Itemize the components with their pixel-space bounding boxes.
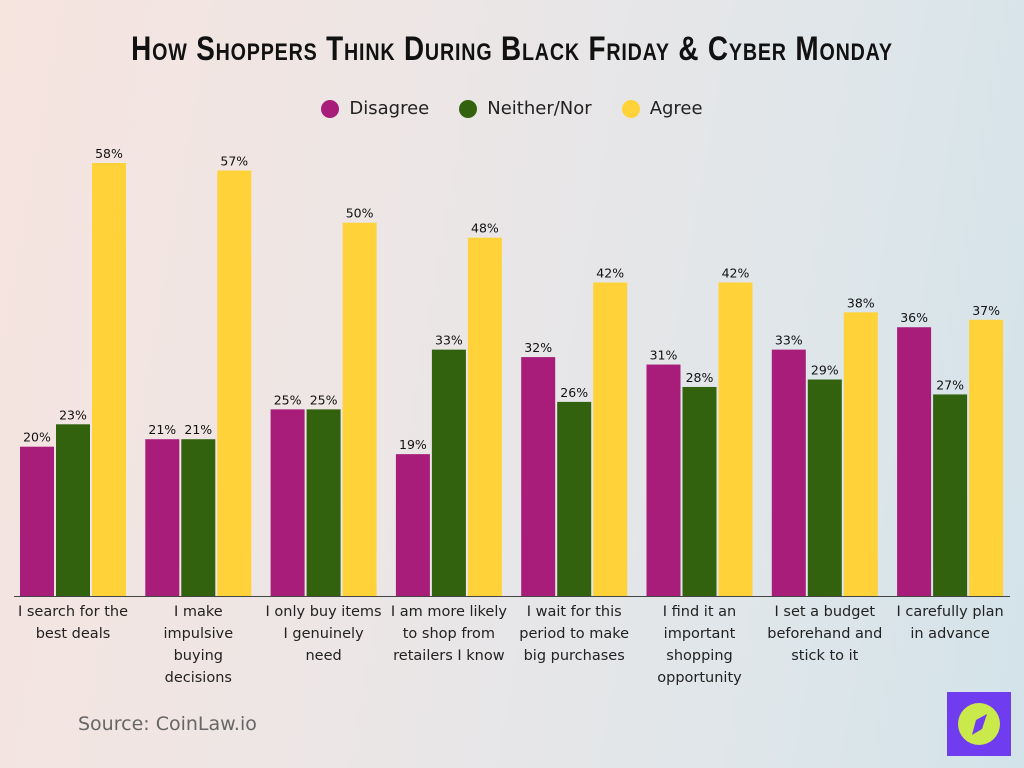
data-label: 28% bbox=[686, 370, 714, 385]
data-label: 20% bbox=[23, 430, 51, 445]
bar bbox=[969, 319, 1004, 596]
data-label: 27% bbox=[936, 377, 964, 392]
bar bbox=[92, 163, 126, 596]
category-label: I make impulsive buying decisions bbox=[163, 604, 234, 686]
data-label: 23% bbox=[59, 407, 87, 422]
bar bbox=[270, 409, 305, 596]
legend-label: Agree bbox=[649, 98, 703, 119]
data-label: 58% bbox=[95, 146, 123, 161]
category-label: I only buy items I genuinely need bbox=[265, 604, 382, 664]
bar bbox=[771, 349, 806, 596]
bar bbox=[593, 282, 628, 596]
category-label: I wait for this period to make big purch… bbox=[519, 604, 630, 664]
legend-swatch bbox=[321, 99, 340, 118]
bar bbox=[718, 282, 753, 596]
data-label: 42% bbox=[722, 265, 750, 280]
bar bbox=[933, 394, 968, 596]
chart-title: How Shoppers Think During Black Friday &… bbox=[131, 30, 893, 68]
category-label: I am more likely to shop from retailers … bbox=[390, 604, 507, 664]
category-label: I search for the best deals bbox=[17, 604, 128, 642]
legend: Disagree Neither/Nor Agree bbox=[0, 98, 1024, 119]
bar bbox=[807, 379, 842, 596]
data-label: 38% bbox=[847, 295, 875, 310]
bar bbox=[557, 401, 592, 596]
data-label: 57% bbox=[220, 153, 248, 168]
data-label: 19% bbox=[399, 437, 427, 452]
data-label: 48% bbox=[471, 221, 499, 236]
data-label: 21% bbox=[148, 422, 176, 437]
data-label: 33% bbox=[435, 333, 463, 348]
data-label: 25% bbox=[274, 392, 302, 407]
bar bbox=[395, 454, 430, 596]
bar bbox=[306, 409, 341, 596]
legend-item: Agree bbox=[621, 98, 703, 119]
bar bbox=[467, 237, 502, 597]
data-label: 26% bbox=[560, 385, 588, 400]
bar bbox=[56, 424, 90, 596]
bar bbox=[20, 446, 54, 596]
legend-swatch bbox=[621, 99, 640, 118]
data-label: 32% bbox=[524, 340, 552, 355]
data-label: 50% bbox=[346, 206, 374, 221]
bar bbox=[431, 349, 466, 596]
legend-item: Neither/Nor bbox=[459, 98, 592, 119]
bar bbox=[342, 222, 377, 597]
bar bbox=[145, 439, 180, 596]
data-label: 21% bbox=[184, 422, 212, 437]
category-label: I find it an important shopping opportun… bbox=[657, 604, 742, 686]
source-label: Source: CoinLaw.io bbox=[78, 713, 257, 735]
legend-label: Disagree bbox=[349, 98, 430, 119]
category-label: I set a budget beforehand and stick to i… bbox=[767, 604, 883, 664]
bar bbox=[682, 386, 717, 596]
bar bbox=[897, 327, 932, 596]
bar bbox=[646, 364, 681, 596]
legend-label: Neither/Nor bbox=[487, 98, 592, 119]
bar bbox=[217, 170, 252, 596]
category-label: I carefully plan in advance bbox=[896, 604, 1004, 642]
data-label: 25% bbox=[310, 392, 338, 407]
bar bbox=[181, 439, 216, 596]
data-label: 29% bbox=[811, 363, 839, 378]
data-label: 36% bbox=[900, 310, 928, 325]
legend-swatch bbox=[459, 99, 478, 118]
data-label: 33% bbox=[775, 333, 803, 348]
compass-icon bbox=[958, 703, 1000, 745]
bar bbox=[521, 357, 556, 596]
data-label: 31% bbox=[650, 348, 678, 363]
legend-item: Disagree bbox=[321, 98, 429, 119]
bar bbox=[843, 312, 878, 596]
data-label: 37% bbox=[972, 303, 1000, 318]
data-label: 42% bbox=[596, 265, 624, 280]
logo bbox=[947, 692, 1011, 756]
